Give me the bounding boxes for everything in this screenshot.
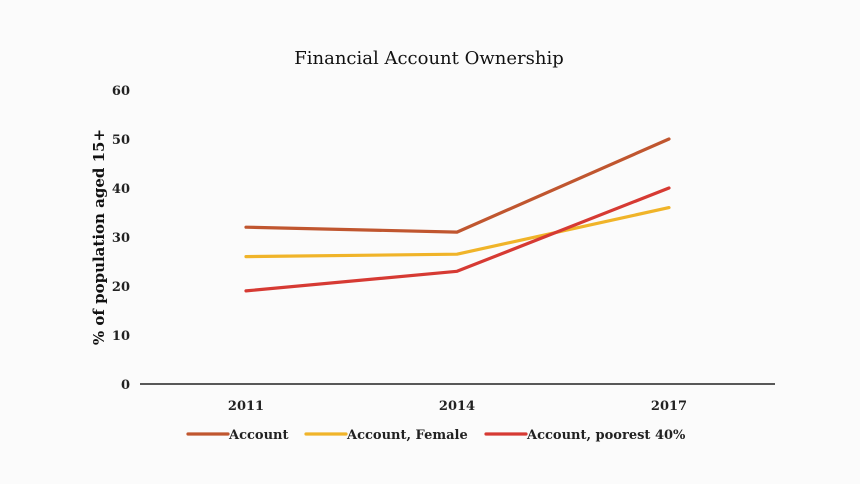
y-tick-label: 10 [112,329,130,344]
y-tick-label: 20 [112,280,130,295]
series-lines [244,137,671,293]
series-line [244,137,671,234]
legend-label: Account, Female [346,428,468,443]
x-tick-label: 2017 [651,399,687,414]
series-line [244,186,671,293]
y-tick-labels: 0 10 20 30 40 50 60 [112,84,130,393]
y-tick-label: 0 [121,378,130,393]
y-tick-label: 30 [112,231,130,246]
x-tick-label: 2014 [439,399,475,414]
legend: Account Account, Female Account, poorest 4… [186,428,686,443]
legend-label: Account, poorest 40% [526,428,686,443]
x-tick-label: 2011 [228,399,264,414]
legend-label: Account [228,428,289,443]
chart-title: Financial Account Ownership [294,48,563,69]
y-tick-label: 60 [112,84,130,99]
y-tick-label: 40 [112,182,130,197]
x-tick-labels: 2011 2014 2017 [228,399,687,414]
y-axis-label: % of population aged 15+ [90,129,108,345]
y-tick-label: 50 [112,133,130,148]
